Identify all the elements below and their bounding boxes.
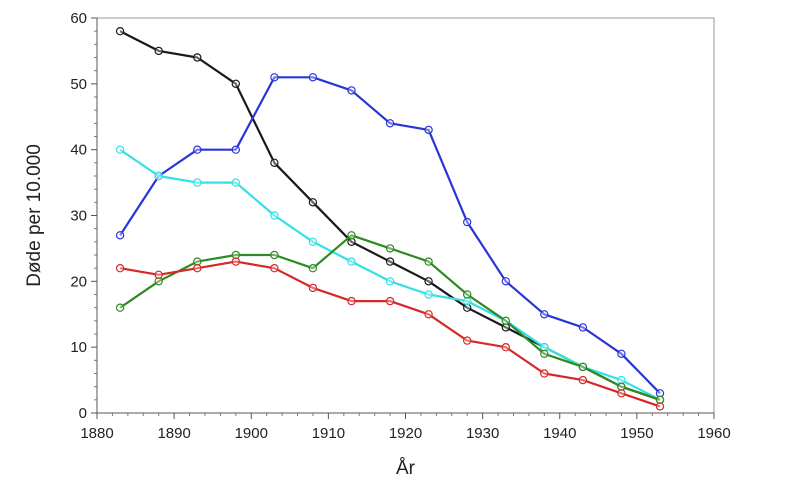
data-point bbox=[347, 231, 356, 240]
data-point bbox=[270, 211, 279, 220]
data-point bbox=[308, 198, 318, 207]
data-point bbox=[540, 310, 549, 319]
data-point bbox=[308, 237, 318, 246]
data-point bbox=[308, 283, 318, 293]
x-tick-label: 1950 bbox=[620, 425, 653, 442]
data-point bbox=[347, 237, 356, 246]
data-point bbox=[424, 290, 433, 299]
data-point bbox=[655, 389, 665, 398]
data-point bbox=[578, 323, 588, 332]
series-1 bbox=[115, 27, 665, 404]
data-point bbox=[655, 402, 665, 411]
y-axis-title: Døde per 10.000 bbox=[24, 144, 45, 287]
series-4 bbox=[115, 231, 665, 404]
data-point bbox=[463, 217, 472, 227]
y-tick-label: 60 bbox=[70, 10, 87, 27]
data-point bbox=[501, 316, 510, 325]
data-point bbox=[501, 343, 510, 352]
data-point bbox=[154, 277, 163, 286]
data-point bbox=[193, 178, 202, 187]
data-point bbox=[154, 46, 163, 56]
data-point bbox=[385, 277, 395, 286]
y-tick-label: 0 bbox=[79, 405, 87, 422]
y-tick-label: 40 bbox=[70, 142, 87, 159]
data-point bbox=[115, 303, 125, 312]
y-tick-label: 50 bbox=[70, 76, 87, 93]
series-layer bbox=[115, 27, 665, 411]
data-point bbox=[270, 158, 279, 167]
data-point bbox=[231, 257, 240, 266]
data-point bbox=[115, 27, 125, 36]
data-point bbox=[424, 310, 433, 319]
data-point bbox=[463, 290, 472, 299]
x-tick-label: 1920 bbox=[389, 425, 422, 442]
data-point bbox=[308, 73, 318, 82]
series-5 bbox=[115, 257, 665, 411]
data-point bbox=[540, 369, 549, 378]
data-point bbox=[193, 53, 202, 62]
series-2 bbox=[115, 73, 665, 398]
data-point bbox=[578, 362, 588, 372]
x-tick-label: 1910 bbox=[312, 425, 345, 442]
series-line bbox=[119, 30, 661, 401]
data-point bbox=[270, 264, 279, 273]
data-point bbox=[540, 349, 549, 358]
data-point bbox=[617, 349, 626, 358]
data-point bbox=[385, 119, 395, 128]
y-tick-label: 20 bbox=[70, 273, 87, 290]
data-point bbox=[154, 270, 163, 279]
data-point bbox=[578, 375, 588, 385]
data-point bbox=[308, 264, 318, 273]
y-tick-label: 30 bbox=[70, 208, 87, 225]
data-point bbox=[347, 257, 356, 266]
data-point bbox=[385, 244, 395, 253]
data-point bbox=[154, 171, 163, 181]
data-point bbox=[193, 264, 202, 273]
data-point bbox=[231, 79, 240, 89]
x-tick-label: 1880 bbox=[80, 425, 113, 442]
data-point bbox=[193, 145, 202, 154]
x-tick-label: 1890 bbox=[157, 425, 190, 442]
series-line bbox=[119, 76, 661, 395]
series-line bbox=[119, 148, 661, 401]
data-point bbox=[424, 125, 433, 135]
data-point bbox=[115, 231, 125, 240]
series-line bbox=[119, 234, 661, 401]
data-point bbox=[617, 382, 626, 391]
x-tick-label: 1940 bbox=[543, 425, 576, 442]
data-point bbox=[347, 296, 356, 306]
data-point bbox=[501, 277, 510, 286]
data-point bbox=[231, 178, 240, 187]
data-point bbox=[270, 250, 279, 260]
data-point bbox=[385, 257, 395, 266]
data-point bbox=[115, 145, 125, 154]
x-tick-label: 1960 bbox=[697, 425, 730, 442]
data-point bbox=[270, 73, 279, 82]
y-tick-label: 10 bbox=[70, 339, 87, 356]
data-point bbox=[617, 389, 626, 398]
data-point bbox=[424, 277, 433, 286]
x-tick-label: 1900 bbox=[235, 425, 268, 442]
data-point bbox=[424, 257, 433, 266]
data-point bbox=[231, 145, 240, 154]
data-point bbox=[540, 343, 549, 352]
data-point bbox=[385, 296, 395, 306]
x-axis-title: År bbox=[396, 458, 416, 479]
x-axis: 1880 1890 1900 1910 1920 1930 1940 1950 1960 bbox=[80, 412, 731, 442]
data-point bbox=[347, 86, 356, 95]
data-point bbox=[463, 336, 472, 345]
y-axis: 0 10 20 30 40 50 60 bbox=[70, 10, 98, 422]
series-line bbox=[119, 260, 661, 408]
data-point bbox=[115, 264, 125, 273]
x-tick-label: 1930 bbox=[466, 425, 499, 442]
